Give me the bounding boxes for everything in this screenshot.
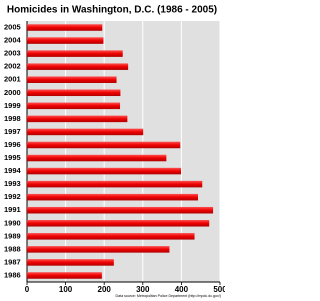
x-tick-label: 300 <box>136 285 150 294</box>
bar <box>27 167 182 175</box>
bar <box>27 233 195 240</box>
source-note: Data source: Metropolitan Police Departm… <box>116 294 221 298</box>
bar <box>27 76 117 83</box>
y-tick-label: 2001 <box>4 75 21 84</box>
y-tick-label: 1988 <box>4 244 21 253</box>
y-tick-label: 1990 <box>4 218 21 227</box>
y-tick-label: 1999 <box>4 101 21 110</box>
y-tick-label: 2004 <box>4 36 22 45</box>
y-tick-label: 2000 <box>4 88 21 97</box>
y-tick-label: 1991 <box>4 205 21 214</box>
bar <box>27 115 128 123</box>
bar <box>27 141 181 149</box>
bar <box>27 89 121 97</box>
bar <box>27 246 170 253</box>
chart: Homicides in Washington, D.C. (1986 - 20… <box>4 5 225 298</box>
bar <box>27 102 121 110</box>
x-tick-label: 400 <box>175 285 189 294</box>
x-tick-label: 500 <box>213 285 225 294</box>
bar <box>27 50 123 57</box>
bar <box>27 259 114 266</box>
bar <box>27 193 198 201</box>
y-tick-label: 2003 <box>4 49 21 58</box>
y-tick-label: 1993 <box>4 179 21 188</box>
y-tick-label: 1987 <box>4 257 21 266</box>
y-tick-label: 1992 <box>4 192 21 201</box>
y-tick-label: 1994 <box>4 166 22 175</box>
y-tick-label: 1998 <box>4 114 21 123</box>
bar <box>27 24 103 31</box>
bar <box>27 154 167 162</box>
x-tick-label: 0 <box>25 285 30 294</box>
chart-title: Homicides in Washington, D.C. (1986 - 20… <box>7 5 217 16</box>
bar <box>27 206 214 214</box>
y-tick-label: 1995 <box>4 153 21 162</box>
y-tick-label: 2002 <box>4 62 21 71</box>
y-tick-label: 1996 <box>4 140 21 149</box>
bar <box>27 128 144 136</box>
bar <box>27 180 203 188</box>
plot-area <box>27 21 220 282</box>
bar <box>27 63 129 70</box>
x-tick-label: 200 <box>98 285 112 294</box>
y-tick-label: 1986 <box>4 270 21 279</box>
x-tick-label: 100 <box>59 285 73 294</box>
bar <box>27 220 210 227</box>
y-tick-label: 1989 <box>4 231 21 240</box>
bar <box>27 37 104 44</box>
y-tick-label: 1997 <box>4 127 21 136</box>
bar <box>27 272 102 279</box>
y-tick-label: 2005 <box>4 23 21 32</box>
